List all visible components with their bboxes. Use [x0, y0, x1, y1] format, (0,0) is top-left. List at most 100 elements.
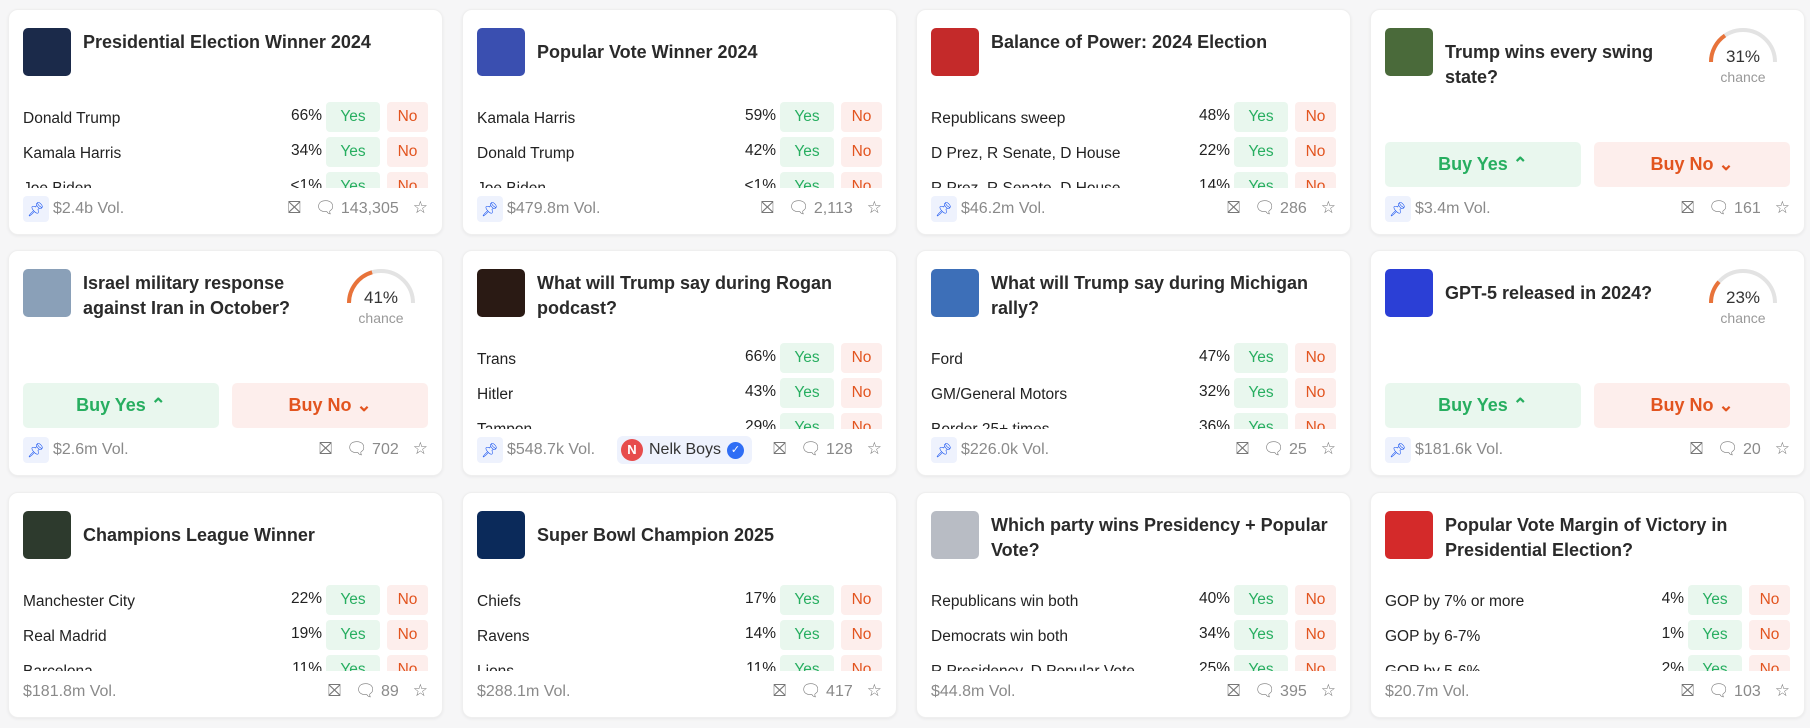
gift-icon[interactable]: ⛝: [1235, 439, 1249, 458]
no-button[interactable]: No: [1295, 413, 1336, 429]
market-title[interactable]: Israel military response against Iran in…: [83, 273, 291, 318]
yes-button[interactable]: Yes: [1234, 137, 1288, 167]
yes-button[interactable]: Yes: [326, 620, 380, 650]
star-icon[interactable]: ☆: [866, 681, 882, 700]
comments[interactable]: 🗨︎ 286: [1254, 198, 1307, 218]
outcome-list[interactable]: Republicans sweep 48% Yes No D Prez, R S…: [931, 102, 1336, 188]
star-icon[interactable]: ☆: [412, 198, 428, 217]
no-button[interactable]: No: [387, 137, 428, 167]
outcome-list[interactable]: Chiefs 17% Yes No Ravens 14% Yes No Lion…: [477, 585, 882, 671]
outcome-list[interactable]: Trans 66% Yes No Hitler 43% Yes No Tampo…: [477, 343, 882, 429]
yes-button[interactable]: Yes: [780, 413, 834, 429]
comments[interactable]: 🗨︎ 702: [346, 439, 399, 459]
buy-yes-button[interactable]: Buy Yes ⌃: [1385, 142, 1581, 187]
no-button[interactable]: No: [841, 413, 882, 429]
gift-icon[interactable]: ⛝: [319, 439, 332, 458]
outcome-list[interactable]: Donald Trump 66% Yes No Kamala Harris 34…: [23, 102, 428, 188]
yes-button[interactable]: Yes: [780, 655, 834, 671]
gift-icon[interactable]: ⛝: [773, 681, 786, 700]
market-title[interactable]: Popular Vote Winner 2024: [537, 42, 758, 62]
comments[interactable]: 🗨︎ 20: [1717, 439, 1761, 459]
market-title[interactable]: What will Trump say during Michigan rall…: [991, 273, 1309, 318]
buy-no-button[interactable]: Buy No ⌄: [232, 383, 428, 428]
market-title[interactable]: Super Bowl Champion 2025: [537, 525, 775, 545]
comments[interactable]: 🗨︎ 417: [800, 681, 853, 701]
no-button[interactable]: No: [387, 655, 428, 671]
no-button[interactable]: No: [1749, 585, 1790, 615]
market-title[interactable]: Balance of Power: 2024 Election: [991, 32, 1268, 52]
star-icon[interactable]: ☆: [1320, 681, 1336, 700]
pin-icon[interactable]: 📌︎: [1385, 437, 1411, 463]
comments[interactable]: 🗨︎ 143,305: [315, 198, 399, 218]
gift-icon[interactable]: ⛝: [1689, 439, 1703, 458]
market-card[interactable]: Balance of Power: 2024 Election Republic…: [916, 9, 1351, 235]
buy-no-button[interactable]: Buy No ⌄: [1594, 142, 1790, 187]
no-button[interactable]: No: [387, 102, 428, 132]
yes-button[interactable]: Yes: [1234, 655, 1288, 671]
no-button[interactable]: No: [841, 343, 882, 373]
pin-icon[interactable]: 📌︎: [23, 196, 49, 222]
market-card[interactable]: Super Bowl Champion 2025 Chiefs 17% Yes …: [462, 492, 897, 718]
outcome-list[interactable]: GOP by 7% or more 4% Yes No GOP by 6-7% …: [1385, 585, 1790, 671]
yes-button[interactable]: Yes: [1234, 343, 1288, 373]
market-title[interactable]: Presidential Election Winner 2024: [83, 32, 371, 52]
no-button[interactable]: No: [1749, 620, 1790, 650]
buy-yes-button[interactable]: Buy Yes ⌃: [1385, 383, 1581, 428]
no-button[interactable]: No: [1749, 655, 1790, 671]
no-button[interactable]: No: [1295, 172, 1336, 188]
market-title[interactable]: Popular Vote Margin of Victory in Presid…: [1445, 515, 1728, 560]
yes-button[interactable]: Yes: [1234, 102, 1288, 132]
yes-button[interactable]: Yes: [780, 343, 834, 373]
gift-icon[interactable]: ⛝: [1227, 198, 1240, 217]
no-button[interactable]: No: [841, 585, 882, 615]
no-button[interactable]: No: [841, 102, 882, 132]
star-icon[interactable]: ☆: [412, 681, 428, 700]
buy-yes-button[interactable]: Buy Yes ⌃: [23, 383, 219, 428]
yes-button[interactable]: Yes: [780, 378, 834, 408]
yes-button[interactable]: Yes: [1688, 585, 1742, 615]
market-title[interactable]: Champions League Winner: [83, 525, 315, 545]
no-button[interactable]: No: [1295, 585, 1336, 615]
yes-button[interactable]: Yes: [326, 655, 380, 671]
no-button[interactable]: No: [841, 137, 882, 167]
gift-icon[interactable]: ⛝: [1681, 681, 1694, 700]
no-button[interactable]: No: [1295, 620, 1336, 650]
pin-icon[interactable]: 📌︎: [477, 437, 503, 463]
star-icon[interactable]: ☆: [1774, 681, 1790, 700]
star-icon[interactable]: ☆: [1774, 439, 1790, 458]
market-card[interactable]: GPT-5 released in 2024? 23% chance Buy Y…: [1370, 250, 1805, 476]
yes-button[interactable]: Yes: [1234, 172, 1288, 188]
outcome-list[interactable]: Manchester City 22% Yes No Real Madrid 1…: [23, 585, 428, 671]
pin-icon[interactable]: 📌︎: [23, 437, 49, 463]
market-title[interactable]: Which party wins Presidency + Popular Vo…: [991, 515, 1328, 560]
market-card[interactable]: Which party wins Presidency + Popular Vo…: [916, 492, 1351, 718]
comments[interactable]: 🗨︎ 89: [355, 681, 399, 701]
comments[interactable]: 🗨︎ 2,113: [788, 198, 853, 218]
yes-button[interactable]: Yes: [780, 102, 834, 132]
no-button[interactable]: No: [1295, 343, 1336, 373]
market-card[interactable]: What will Trump say during Michigan rall…: [916, 250, 1351, 476]
no-button[interactable]: No: [1295, 655, 1336, 671]
no-button[interactable]: No: [1295, 137, 1336, 167]
gift-icon[interactable]: ⛝: [773, 439, 786, 458]
creator-badge[interactable]: N Nelk Boys ✓: [617, 436, 753, 464]
gift-icon[interactable]: ⛝: [1227, 681, 1240, 700]
market-card[interactable]: Popular Vote Winner 2024 Kamala Harris 5…: [462, 9, 897, 235]
gift-icon[interactable]: ⛝: [327, 681, 341, 700]
yes-button[interactable]: Yes: [326, 172, 380, 188]
market-title[interactable]: Trump wins every swing state?: [1445, 42, 1654, 87]
yes-button[interactable]: Yes: [1234, 585, 1288, 615]
market-card[interactable]: Presidential Election Winner 2024 Donald…: [8, 9, 443, 235]
outcome-list[interactable]: Ford 47% Yes No GM/General Motors 32% Ye…: [931, 343, 1336, 429]
market-card[interactable]: Israel military response against Iran in…: [8, 250, 443, 476]
yes-button[interactable]: Yes: [1234, 378, 1288, 408]
no-button[interactable]: No: [841, 620, 882, 650]
yes-button[interactable]: Yes: [326, 137, 380, 167]
yes-button[interactable]: Yes: [1234, 620, 1288, 650]
star-icon[interactable]: ☆: [1320, 439, 1336, 458]
comments[interactable]: 🗨︎ 25: [1263, 439, 1307, 459]
gift-icon[interactable]: ⛝: [1681, 198, 1694, 217]
market-card[interactable]: What will Trump say during Rogan podcast…: [462, 250, 897, 476]
no-button[interactable]: No: [387, 620, 428, 650]
no-button[interactable]: No: [387, 172, 428, 188]
